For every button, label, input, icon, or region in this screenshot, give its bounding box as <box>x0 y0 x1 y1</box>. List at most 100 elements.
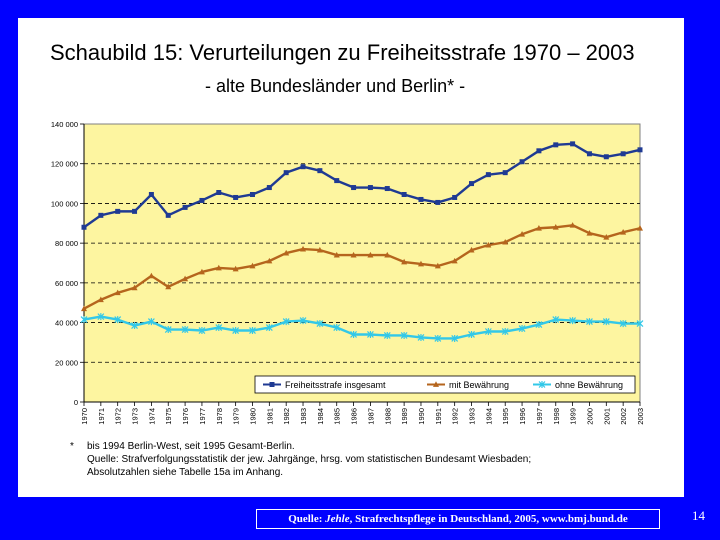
data-point <box>233 194 239 200</box>
data-point <box>367 185 373 191</box>
data-point <box>283 170 289 176</box>
x-tick-label: 1971 <box>97 408 106 425</box>
data-point <box>249 327 256 335</box>
data-point <box>552 316 560 324</box>
series-line <box>83 315 640 340</box>
data-point <box>282 318 290 326</box>
data-point <box>569 222 576 228</box>
data-point <box>451 334 459 342</box>
data-point <box>485 172 491 178</box>
data-point <box>553 142 559 148</box>
data-point <box>80 316 88 324</box>
data-point <box>569 317 577 325</box>
data-point <box>131 322 138 330</box>
data-point <box>519 159 525 165</box>
x-tick-label: 1982 <box>282 408 291 425</box>
data-point <box>97 296 104 303</box>
data-point <box>114 289 121 296</box>
data-point <box>350 330 358 338</box>
data-point <box>366 330 374 338</box>
data-point <box>570 141 576 147</box>
data-point <box>266 257 273 264</box>
data-point <box>148 272 155 279</box>
x-tick-label: 1970 <box>80 408 89 425</box>
legend-label: ohne Bewährung <box>555 380 623 390</box>
data-point <box>401 191 407 197</box>
data-point <box>300 245 307 252</box>
data-point <box>619 320 627 328</box>
data-point <box>97 313 105 321</box>
series-square <box>81 141 643 230</box>
data-point <box>586 151 592 157</box>
data-point <box>165 283 172 290</box>
data-point <box>333 251 340 258</box>
data-point <box>468 330 475 338</box>
legend-entry: Freiheitsstrafe insgesamt <box>263 380 386 390</box>
series-line <box>83 224 641 310</box>
source-author: Jehle <box>325 513 350 525</box>
y-tick-label: 120 000 <box>51 160 78 169</box>
data-point <box>519 231 526 237</box>
data-point <box>637 147 643 153</box>
footnote-line: Absolutzahlen siehe Tabelle 15a im Anhan… <box>87 467 284 478</box>
x-tick-label: 2003 <box>636 408 645 425</box>
data-point <box>469 181 475 187</box>
data-point <box>518 325 526 333</box>
data-point <box>299 317 307 325</box>
x-tick-label: 1995 <box>501 408 510 425</box>
x-tick-label: 1996 <box>518 408 527 425</box>
legend-marker <box>269 382 275 387</box>
data-point <box>602 318 610 326</box>
x-tick-label: 1977 <box>198 408 207 425</box>
footnote-row: * bis 1994 Berlin-West, seit 1995 Gesamt… <box>70 440 531 453</box>
data-point <box>81 305 87 312</box>
data-point <box>182 275 189 282</box>
y-axis-ticks: 0 20 000 40 000 60 000 80 000 100 000 120 000 1… <box>51 120 84 407</box>
legend: Freiheitsstrafe insgesamt mit Bewährung oh… <box>254 375 636 394</box>
x-tick-label: 1981 <box>265 408 274 425</box>
data-point <box>603 154 609 160</box>
data-point <box>535 225 542 231</box>
x-tick-label: 2002 <box>619 408 628 425</box>
data-point <box>485 241 492 248</box>
data-point <box>452 194 458 200</box>
slide-subtitle: - alte Bundesländer und Berlin* - <box>205 76 466 96</box>
data-point <box>215 264 222 271</box>
source-citation: Quelle: Jehle, Strafrechtspflege in Deut… <box>256 509 660 529</box>
x-tick-label: 1992 <box>451 408 460 425</box>
x-tick-label: 1984 <box>316 408 325 425</box>
data-point <box>501 328 509 336</box>
data-point <box>81 224 87 230</box>
data-point <box>216 190 222 196</box>
page-number: 14 <box>692 508 705 523</box>
data-point <box>232 265 239 272</box>
data-point <box>249 262 256 269</box>
footnote: * bis 1994 Berlin-West, seit 1995 Gesamt… <box>70 440 531 479</box>
x-tick-label: 1993 <box>468 408 477 425</box>
data-point <box>148 191 154 197</box>
x-tick-label: 1975 <box>164 408 173 425</box>
data-point <box>114 316 122 324</box>
x-tick-label: 1994 <box>484 408 493 425</box>
footnote-row: Absolutzahlen siehe Tabelle 15a im Anhan… <box>70 466 531 479</box>
data-point <box>586 318 593 326</box>
x-tick-label: 1985 <box>333 408 342 425</box>
plot-area <box>83 123 641 403</box>
data-point <box>586 230 593 236</box>
data-point <box>367 251 374 258</box>
data-point <box>164 326 172 334</box>
data-point <box>351 185 357 191</box>
data-point <box>266 185 272 191</box>
x-tick-label: 1980 <box>248 408 257 425</box>
data-point <box>401 258 408 265</box>
data-point <box>333 324 341 332</box>
data-point <box>132 208 138 214</box>
x-tick-label: 1989 <box>400 408 409 425</box>
footnote-line: bis 1994 Berlin-West, seit 1995 Gesamt-B… <box>87 441 295 452</box>
data-point <box>620 151 626 157</box>
x-tick-label: 1991 <box>434 408 443 425</box>
data-point <box>451 257 458 264</box>
data-point <box>418 196 424 202</box>
data-point <box>552 224 559 230</box>
y-tick-label: 140 000 <box>51 120 78 129</box>
